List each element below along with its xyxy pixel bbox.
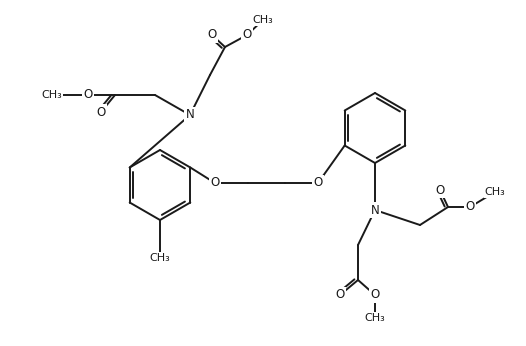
Text: CH₃: CH₃ — [365, 313, 386, 323]
Text: O: O — [466, 200, 474, 213]
Text: CH₃: CH₃ — [252, 15, 274, 25]
Text: N: N — [186, 109, 195, 121]
Text: O: O — [370, 289, 380, 301]
Text: O: O — [96, 106, 106, 118]
Text: O: O — [436, 183, 444, 197]
Text: CH₃: CH₃ — [149, 253, 170, 263]
Text: O: O — [336, 289, 345, 301]
Text: N: N — [371, 203, 379, 217]
Text: O: O — [84, 89, 93, 101]
Text: O: O — [207, 28, 217, 42]
Text: O: O — [313, 176, 322, 190]
Text: O: O — [242, 28, 251, 42]
Text: O: O — [210, 176, 220, 190]
Text: CH₃: CH₃ — [42, 90, 63, 100]
Text: CH₃: CH₃ — [484, 187, 505, 197]
